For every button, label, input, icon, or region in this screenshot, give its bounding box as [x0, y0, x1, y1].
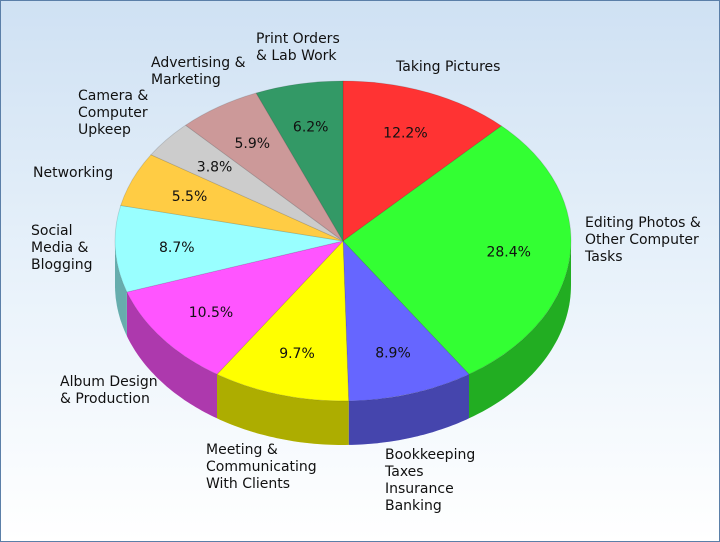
pie-slice-networking — [120, 154, 344, 242]
pie-side-editing-photos — [469, 241, 571, 419]
category-label-album-design: Album Design & Production — [60, 374, 158, 407]
pie-side-fill-meeting — [217, 374, 349, 445]
category-label-print-orders: Print Orders & Lab Work — [256, 31, 340, 64]
pie-slice-social — [114, 205, 344, 293]
pie-slice-album-design — [126, 240, 345, 375]
pie-slice-bookkeeping — [342, 239, 470, 402]
pie-side-shade-meeting — [217, 374, 349, 445]
pie-side-fill-editing-photos — [469, 241, 571, 419]
category-label-camera-upkeep: Camera & Computer Upkeep — [78, 88, 149, 138]
value-label-editing-photos: 28.4% — [486, 245, 530, 261]
category-label-networking: Networking — [33, 165, 114, 181]
category-label-bookkeeping: Bookkeeping Taxes Insurance Banking — [385, 447, 476, 514]
pie-slice-camera — [150, 124, 344, 242]
category-label-editing-photos: Editing Photos & Other Computer Tasks — [585, 215, 701, 265]
pie-side-shade-bookkeeping — [348, 374, 469, 445]
pie-side-meeting — [217, 374, 349, 445]
pie-slice-advertising — [184, 92, 344, 242]
value-label-bookkeeping: 8.9% — [375, 345, 411, 361]
pie-slice-editing-photos — [342, 125, 572, 375]
pie-side-shade-editing-photos — [469, 241, 571, 419]
pie-side-shade-social — [115, 241, 127, 336]
category-label-taking-pictures: Taking Pictures — [396, 59, 501, 75]
value-label-networking: 5.5% — [172, 189, 208, 205]
pie-slice-print-orders — [255, 80, 344, 243]
value-label-taking-pictures: 12.2% — [383, 126, 427, 142]
category-label-advertising: Advertising & Marketing — [151, 55, 246, 88]
pie-slice-taking-pictures — [342, 80, 503, 242]
category-label-social-media: Social Media & Blogging — [31, 223, 93, 273]
pie-side-fill-album-design — [126, 292, 217, 419]
pie-side-fill-bookkeeping — [348, 374, 469, 445]
pie-side-bookkeeping — [348, 374, 469, 445]
pie-side-social — [115, 241, 127, 336]
value-label-social: 8.7% — [159, 240, 195, 256]
value-label-camera: 3.8% — [197, 160, 233, 176]
value-label-meeting: 9.7% — [279, 346, 315, 362]
category-label-meeting-clients: Meeting & Communicating With Clients — [206, 442, 317, 492]
value-label-advertising: 5.9% — [235, 136, 271, 152]
pie-side-album-design — [126, 292, 217, 419]
pie-side-shade-album-design — [126, 292, 217, 419]
pie-side-fill-social — [115, 241, 127, 336]
pie-slice-meeting — [216, 240, 350, 402]
value-label-album-design: 10.5% — [189, 305, 233, 321]
value-label-print-orders: 6.2% — [293, 119, 329, 135]
